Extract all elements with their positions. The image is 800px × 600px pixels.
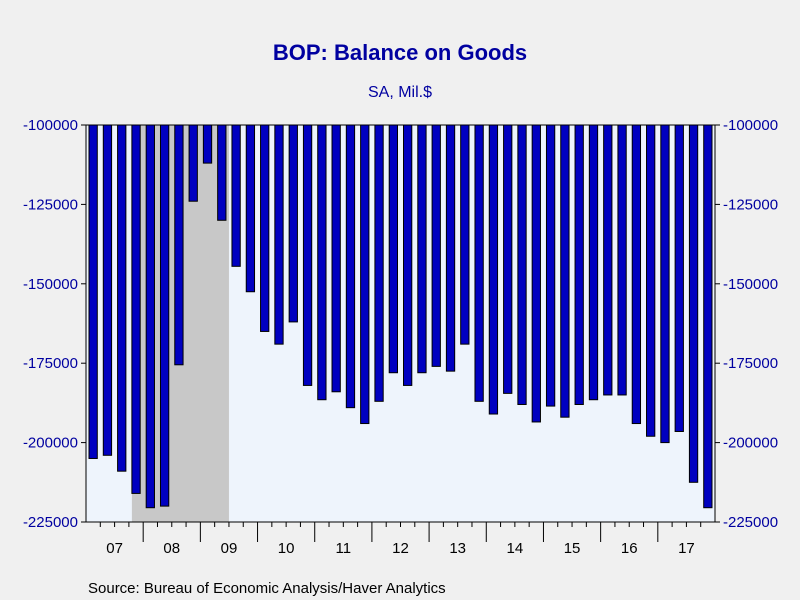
ytick-right-label: -225000 xyxy=(723,514,778,531)
ytick-right-label: -150000 xyxy=(723,276,778,293)
plot-area xyxy=(81,124,720,542)
xtick-label: 17 xyxy=(678,540,695,557)
bar-2015-Q1 xyxy=(545,124,556,407)
bar-2011-Q2 xyxy=(331,124,341,393)
bar-2011-Q3 xyxy=(345,124,356,409)
chart-source: Source: Bureau of Economic Analysis/Have… xyxy=(88,580,446,597)
ytick-left-label: -125000 xyxy=(23,196,78,213)
bar-2009-Q3 xyxy=(231,124,241,267)
bar-2007-Q2 xyxy=(102,124,113,456)
bar-2017-Q2 xyxy=(674,124,684,432)
ytick-right-label: -100000 xyxy=(723,117,778,134)
ytick-left-label: -175000 xyxy=(23,355,78,372)
bar-2012-Q4 xyxy=(417,124,427,374)
ytick-right-label: -200000 xyxy=(723,435,778,452)
bar-2010-Q3 xyxy=(288,124,298,323)
bar-2013-Q1 xyxy=(431,124,441,367)
bars xyxy=(88,124,713,509)
bar-2009-Q4 xyxy=(245,124,256,293)
bar-2008-Q4 xyxy=(188,124,198,202)
bar-2010-Q1 xyxy=(260,124,270,332)
bar-2015-Q4 xyxy=(588,124,599,401)
bar-2007-Q4 xyxy=(131,124,141,494)
ytick-right-label: -175000 xyxy=(723,355,778,372)
ytick-right-label: -125000 xyxy=(723,196,778,213)
ytick-left-label: -200000 xyxy=(23,435,78,452)
bar-2015-Q3 xyxy=(574,124,584,405)
bar-2014-Q2 xyxy=(503,124,513,394)
xtick-label: 16 xyxy=(621,540,638,557)
bar-2017-Q3 xyxy=(688,124,699,483)
xtick-label: 15 xyxy=(564,540,581,557)
bar-2017-Q1 xyxy=(660,124,670,444)
ytick-left-label: -225000 xyxy=(23,514,78,531)
xtick-label: 07 xyxy=(106,540,123,557)
bar-2013-Q2 xyxy=(445,124,456,372)
xtick-label: 11 xyxy=(336,540,352,557)
chart-title: BOP: Balance on Goods xyxy=(273,40,527,65)
bar-2008-Q1 xyxy=(145,124,155,509)
ytick-left-label: -100000 xyxy=(23,117,78,134)
bar-2012-Q3 xyxy=(403,124,413,386)
bar-2011-Q1 xyxy=(317,124,327,401)
bar-2007-Q3 xyxy=(117,124,127,472)
bar-2013-Q3 xyxy=(460,124,470,345)
xtick-label: 08 xyxy=(163,540,180,557)
bar-2009-Q1 xyxy=(202,124,213,164)
bar-2014-Q4 xyxy=(531,124,541,423)
bar-2007-Q1 xyxy=(88,124,98,459)
bar-2008-Q2 xyxy=(159,124,170,507)
bar-2016-Q3 xyxy=(631,124,642,425)
bar-2010-Q4 xyxy=(302,124,313,386)
xtick-label: 09 xyxy=(221,540,238,557)
xtick-label: 13 xyxy=(449,540,466,557)
bar-2012-Q1 xyxy=(374,124,384,402)
xtick-label: 10 xyxy=(278,540,295,557)
bar-2014-Q3 xyxy=(517,124,527,405)
bar-2011-Q4 xyxy=(360,124,370,425)
bar-2016-Q4 xyxy=(646,124,656,437)
bar-2016-Q1 xyxy=(603,124,613,396)
xtick-label: 12 xyxy=(392,540,409,557)
bar-2013-Q4 xyxy=(474,124,484,402)
bar-2014-Q1 xyxy=(488,124,499,415)
chart-subtitle: SA, Mil.$ xyxy=(368,84,432,101)
bar-2008-Q3 xyxy=(174,124,184,366)
bar-2012-Q2 xyxy=(388,124,398,374)
bar-2015-Q2 xyxy=(560,124,570,418)
bar-2009-Q2 xyxy=(217,124,227,221)
bar-2016-Q2 xyxy=(617,124,627,396)
bar-2010-Q2 xyxy=(274,124,284,345)
ytick-left-label: -150000 xyxy=(23,276,78,293)
xtick-label: 14 xyxy=(507,540,524,557)
bar-2017-Q4 xyxy=(703,124,713,509)
